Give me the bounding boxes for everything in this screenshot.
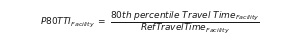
Text: $\mathit{P80TTI}_{\mathit{Facility}}\ =\ \dfrac{\mathit{80th\ percentile\ Travel: $\mathit{P80TTI}_{\mathit{Facility}}\ =\…	[40, 10, 260, 35]
